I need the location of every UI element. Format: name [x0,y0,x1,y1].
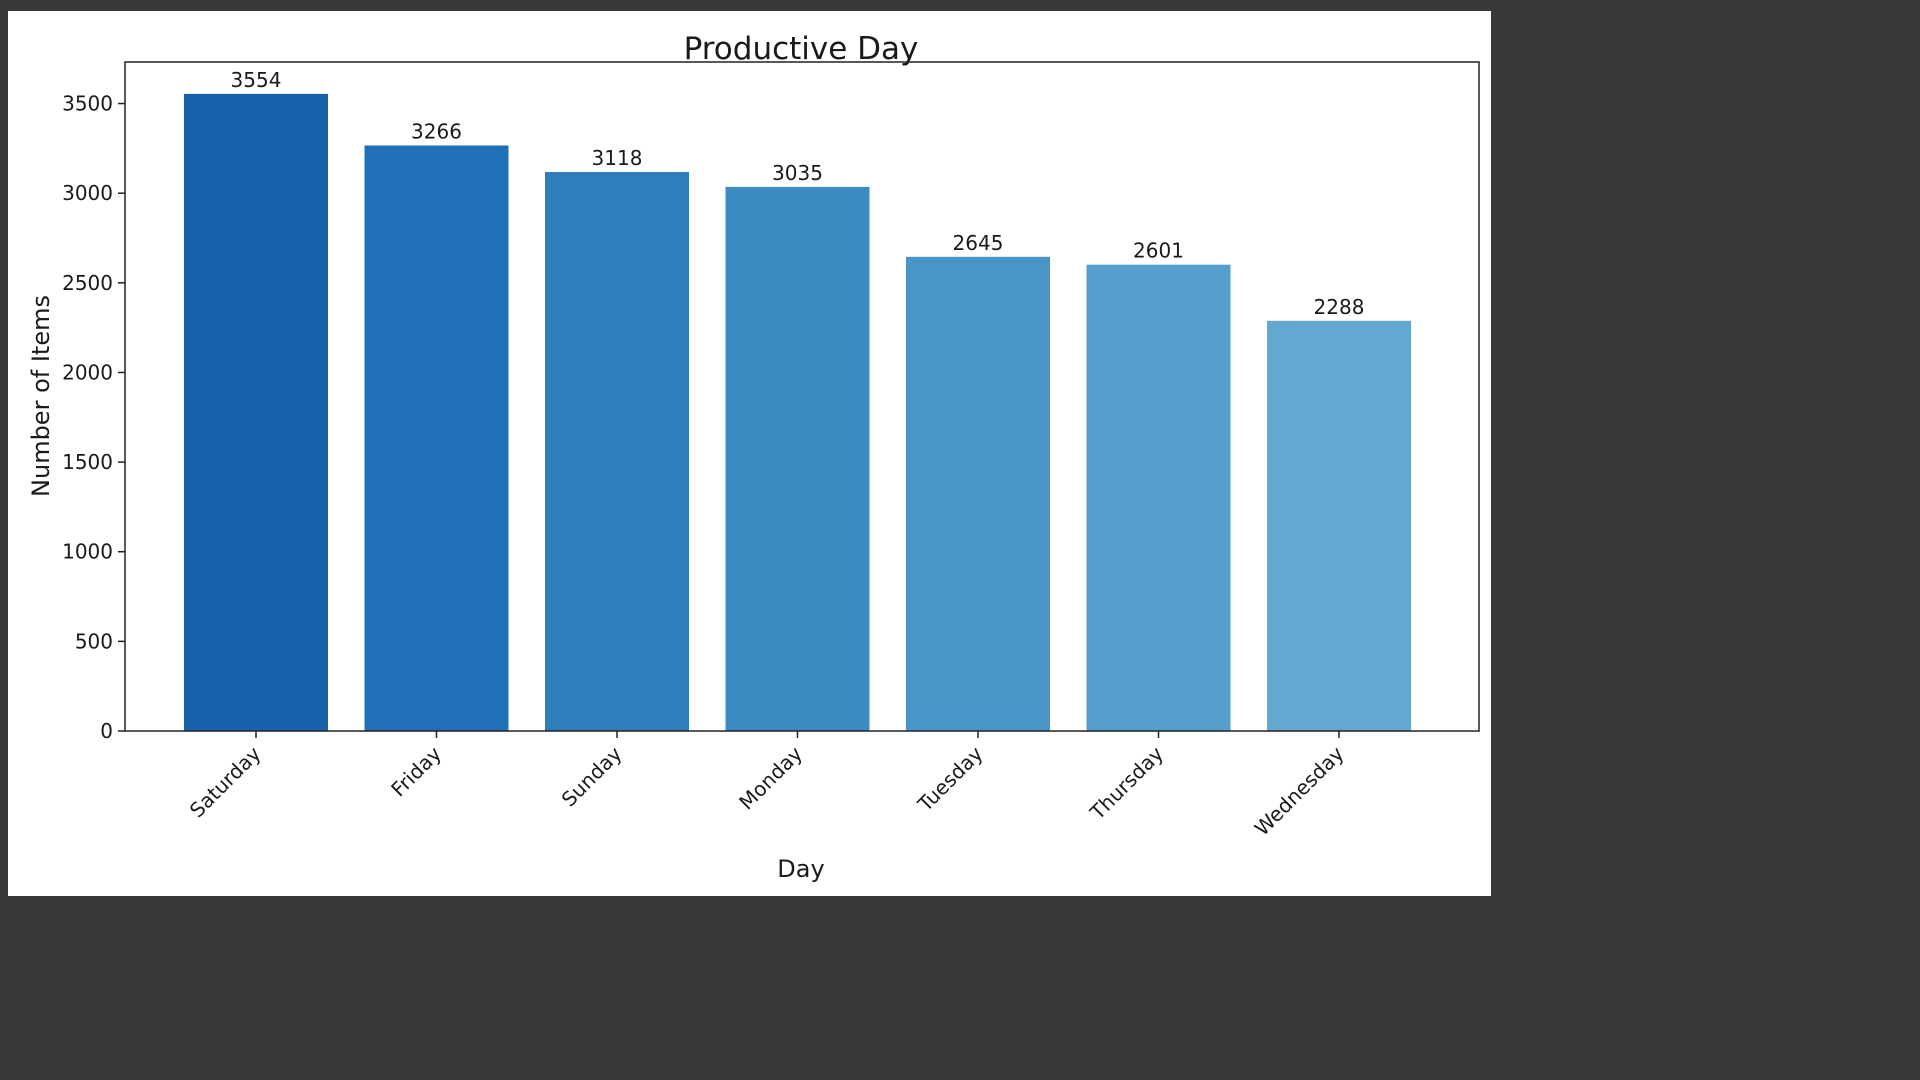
bar-thursday [1086,264,1231,731]
y-tick-label: 1000 [62,540,113,564]
y-tick-label: 3000 [62,181,113,205]
y-tick-label: 0 [100,719,113,743]
bar-tuesday [906,256,1050,731]
plot-frame [124,61,1480,732]
y-axis: 0 500 1000 1500 2000 2500 3000 3500 [62,92,125,743]
y-tick-label: 3500 [62,92,113,116]
value-labels-layer: 3554 3266 3118 3035 2645 2601 2288 [231,68,1365,319]
x-tick-label-tuesday: Tuesday [912,741,987,816]
bar-chart: Productive Day 3554 3266 3118 3035 2645 2601 2… [27,31,1480,883]
bar-saturday [184,93,328,732]
figure-canvas: Productive Day 3554 3266 3118 3035 2645 2601 2… [8,11,1491,896]
y-tick-label: 2000 [62,360,113,384]
bar-wednesday [1267,320,1411,731]
value-label-sunday: 3118 [592,146,643,170]
bar-monday [725,186,870,731]
y-tick-label: 500 [75,629,113,653]
value-label-friday: 3266 [411,119,462,143]
value-label-monday: 3035 [772,161,823,185]
y-tick-label: 2500 [62,271,113,295]
value-label-saturday: 3554 [231,68,282,92]
value-label-wednesday: 2288 [1314,295,1365,319]
x-tick-label-friday: Friday [386,741,446,801]
x-tick-label-wednesday: Wednesday [1250,741,1349,840]
y-axis-label: Number of Items [27,295,55,497]
value-label-thursday: 2601 [1133,239,1184,263]
x-tick-label-saturday: Saturday [185,741,266,822]
x-tick-label-sunday: Sunday [557,741,627,811]
x-tick-label-monday: Monday [734,741,807,814]
x-tick-label-thursday: Thursday [1085,741,1169,825]
x-axis: Saturday Friday Sunday Monday Tuesday Thursda… [185,731,1349,840]
bars-layer [184,93,1411,732]
bar-friday [364,145,509,732]
chart-title: Productive Day [684,31,919,67]
bar-sunday [545,172,689,731]
x-axis-label: Day [777,855,824,883]
y-tick-label: 1500 [62,450,113,474]
value-label-tuesday: 2645 [953,231,1004,255]
